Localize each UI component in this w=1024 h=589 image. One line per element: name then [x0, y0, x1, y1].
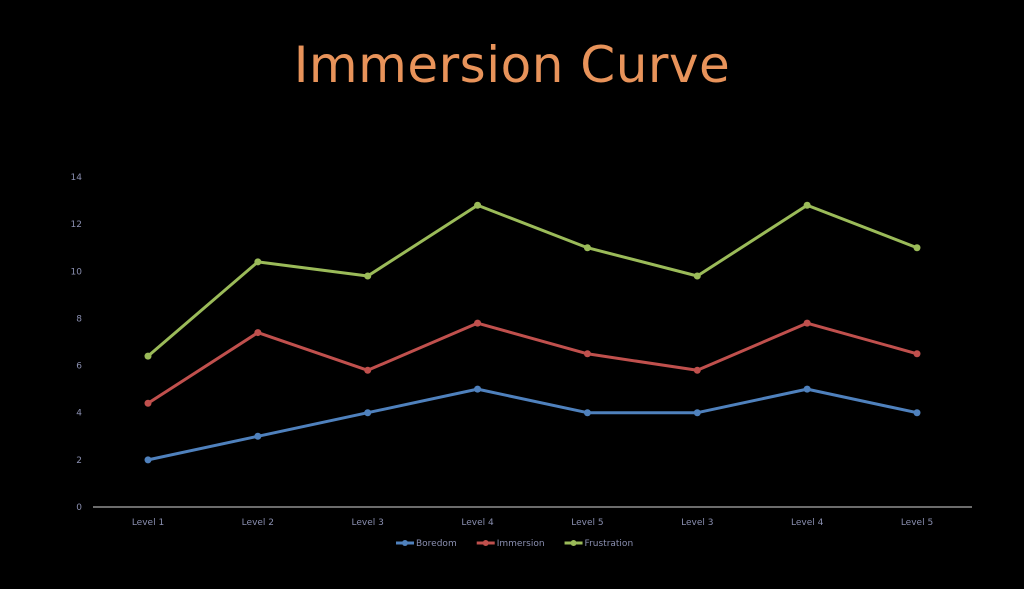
data-point-immersion-3 — [474, 319, 482, 327]
y-tick-label-2: 4 — [76, 409, 82, 419]
x-tick-label-4: Level 5 — [571, 518, 603, 528]
legend-marker-immersion — [482, 540, 489, 546]
data-point-frustration-3 — [474, 201, 482, 209]
x-tick-label-7: Level 5 — [901, 518, 933, 528]
data-point-immersion-1 — [254, 329, 262, 337]
data-point-immersion-5 — [693, 366, 701, 374]
data-point-immersion-0 — [144, 399, 152, 407]
data-point-boredom-4 — [583, 409, 591, 417]
legend-label-frustration: Frustration — [585, 539, 634, 549]
plot-area — [144, 201, 921, 464]
data-point-immersion-6 — [803, 319, 811, 327]
data-point-frustration-7 — [913, 244, 921, 252]
x-tick-label-1: Level 2 — [242, 518, 274, 528]
data-point-boredom-6 — [803, 385, 811, 393]
series-line-frustration — [146, 203, 919, 358]
y-tick-label-1: 2 — [76, 456, 82, 466]
data-point-frustration-0 — [144, 352, 152, 360]
legend-label-boredom: Boredom — [416, 539, 457, 549]
y-axis: 0 2 4 6 8 10 12 14 — [71, 173, 83, 513]
data-point-boredom-2 — [364, 409, 372, 417]
data-point-immersion-7 — [913, 350, 921, 358]
data-point-boredom-7 — [913, 409, 921, 417]
series-line-immersion — [146, 321, 919, 405]
data-point-frustration-5 — [693, 272, 701, 280]
y-tick-label-6: 12 — [71, 220, 82, 230]
legend-label-immersion: Immersion — [497, 539, 545, 549]
legend: Boredom Immersion Frustration — [396, 539, 633, 549]
data-point-frustration-4 — [583, 244, 591, 252]
legend-marker-boredom — [402, 540, 408, 546]
y-tick-label-3: 6 — [76, 362, 82, 372]
x-tick-label-3: Level 4 — [461, 518, 494, 528]
y-tick-label-0: 0 — [76, 503, 82, 513]
data-point-immersion-4 — [583, 350, 591, 358]
data-point-boredom-0 — [144, 456, 152, 464]
x-axis: Level 1 Level 2 Level 3 Level 4 Level 5 Level… — [93, 506, 972, 528]
data-point-boredom-1 — [254, 432, 262, 440]
legend-marker-frustration — [570, 540, 577, 546]
data-point-frustration-2 — [364, 272, 372, 280]
x-tick-label-0: Level 1 — [132, 518, 164, 528]
x-tick-label-5: Level 3 — [681, 518, 713, 528]
data-point-boredom-5 — [693, 409, 701, 417]
data-point-frustration-6 — [803, 201, 811, 209]
series-line-boredom — [146, 387, 919, 462]
y-tick-label-4: 8 — [76, 314, 82, 324]
x-tick-label-2: Level 3 — [352, 518, 384, 528]
chart-title: Immersion Curve — [293, 36, 731, 94]
x-tick-label-6: Level 4 — [791, 518, 824, 528]
data-point-immersion-2 — [364, 366, 372, 374]
data-point-frustration-1 — [254, 258, 262, 266]
y-tick-label-5: 10 — [71, 267, 83, 277]
y-tick-label-7: 14 — [71, 173, 83, 183]
data-point-boredom-3 — [474, 385, 482, 393]
